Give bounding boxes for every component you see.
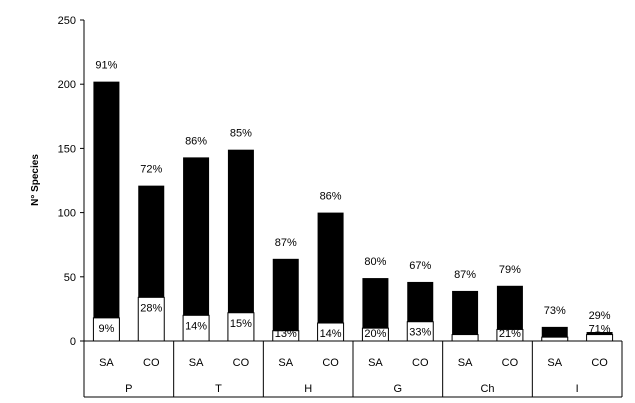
- top-percent-label: 85%: [230, 128, 252, 140]
- bottom-percent-label: 71%: [589, 324, 611, 336]
- y-tick-label: 250: [58, 15, 76, 27]
- category-label: SA: [458, 357, 473, 369]
- category-label: CO: [591, 357, 608, 369]
- bar-top-segment: [138, 185, 165, 298]
- category-label: SA: [99, 357, 114, 369]
- y-tick-label: 100: [58, 208, 76, 220]
- bottom-percent-label: 13%: [275, 328, 297, 340]
- category-label: CO: [143, 357, 160, 369]
- top-percent-label: 72%: [140, 164, 162, 176]
- top-percent-label: 87%: [275, 237, 297, 249]
- bottom-percent-label: 13%: [454, 324, 476, 336]
- group-label: G: [394, 383, 403, 395]
- top-percent-label: 86%: [320, 191, 342, 203]
- bottom-percent-label: 28%: [140, 302, 162, 314]
- bottom-percent-label: 15%: [230, 318, 252, 330]
- bar-top-segment: [93, 81, 120, 318]
- y-axis-label: N° Species: [30, 154, 41, 206]
- y-tick-label: 200: [58, 79, 76, 91]
- category-label: CO: [502, 357, 519, 369]
- y-tick-label: 150: [58, 143, 76, 155]
- bar-top-segment: [407, 281, 434, 322]
- y-axis: 0 50 100 150 200 250: [58, 15, 85, 348]
- y-tick-label: 0: [70, 336, 76, 348]
- group-label: Ch: [480, 383, 494, 395]
- top-percent-label: 91%: [95, 60, 117, 72]
- group-label: P: [125, 383, 132, 395]
- top-percent-label: 73%: [544, 305, 566, 317]
- bar-top-segment: [272, 258, 299, 331]
- top-percent-label: 80%: [364, 256, 386, 268]
- bar-top-segment: [496, 285, 523, 330]
- bar-top-segment: [541, 326, 568, 338]
- bottom-percent-label: 27%: [544, 326, 566, 338]
- category-label: CO: [322, 357, 339, 369]
- bar-top-segment: [183, 157, 210, 316]
- bar-top-segment: [362, 278, 389, 329]
- category-label: SA: [547, 357, 562, 369]
- top-percent-label: 86%: [185, 135, 207, 147]
- bar-bottom-segment: [137, 296, 165, 342]
- top-percent-label: 79%: [499, 264, 521, 276]
- category-label: CO: [412, 357, 429, 369]
- y-tick-label: 50: [64, 272, 76, 284]
- group-label: I: [576, 383, 579, 395]
- bottom-percent-label: 9%: [98, 323, 114, 335]
- bar-bottom-segment: [182, 314, 210, 342]
- top-percent-label: 29%: [589, 310, 611, 322]
- bar-top-segment: [586, 332, 613, 335]
- top-percent-label: 67%: [409, 260, 431, 272]
- bars: 91% 9% 72% 28% 86% 14% 85% 15% 87% 13% 86% 14% 80% 20…: [92, 60, 614, 342]
- category-label: SA: [278, 357, 293, 369]
- bottom-percent-label: 21%: [499, 328, 521, 340]
- bottom-percent-label: 20%: [364, 328, 386, 340]
- category-label: SA: [368, 357, 383, 369]
- group-label: T: [215, 383, 222, 395]
- bar-top-segment: [227, 149, 254, 313]
- bottom-percent-label: 33%: [409, 327, 431, 339]
- top-percent-label: 87%: [454, 269, 476, 281]
- bar-top-segment: [317, 212, 344, 324]
- bottom-percent-label: 14%: [185, 320, 207, 332]
- bottom-percent-label: 14%: [320, 328, 342, 340]
- category-label: CO: [233, 357, 250, 369]
- group-label: H: [304, 383, 312, 395]
- category-label: SA: [189, 357, 204, 369]
- x-axis: P SA CO T SA CO H SA CO G SA CO Ch SA CO I SA CO: [83, 340, 623, 398]
- bar-top-segment: [452, 290, 479, 335]
